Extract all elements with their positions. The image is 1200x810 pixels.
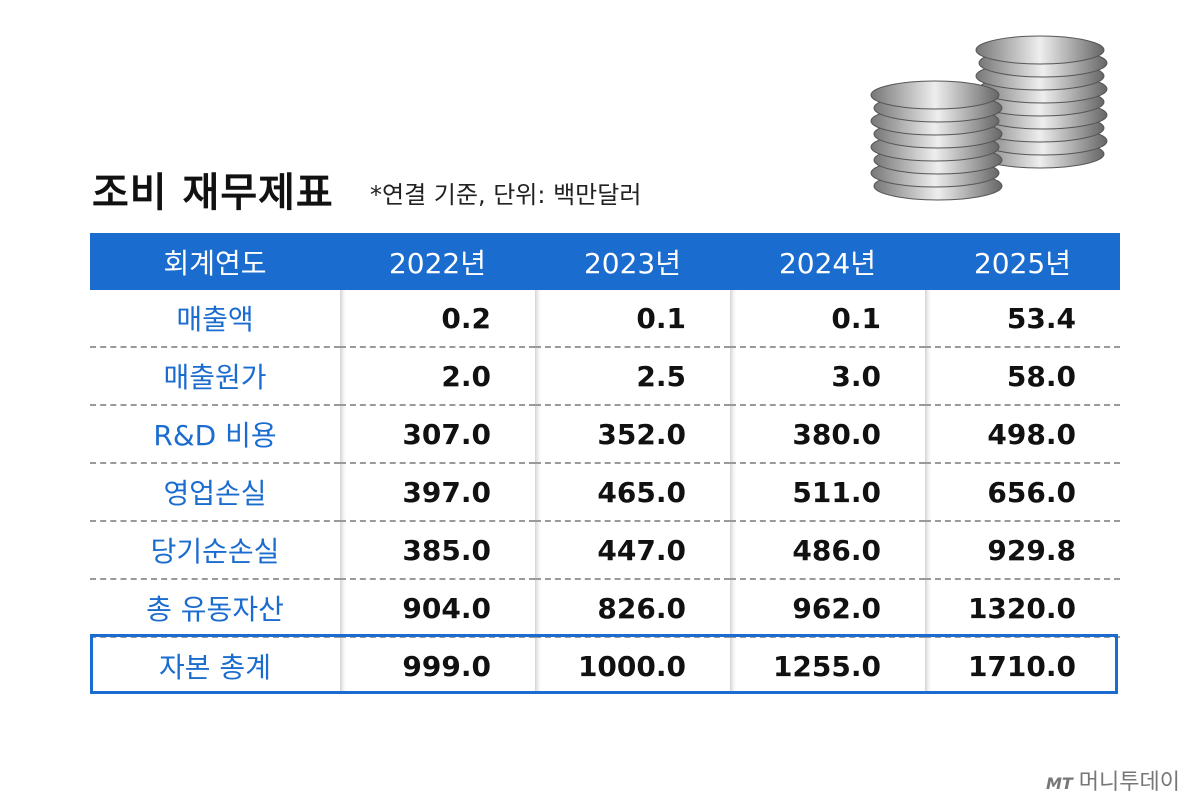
cell-value: 53.4 (925, 290, 1120, 348)
row-label: 매출액 (90, 290, 340, 348)
cell-value: 3.0 (730, 347, 925, 406)
cell-value: 0.1 (535, 290, 730, 348)
table-row: 총 유동자산 904.0 826.0 962.0 1320.0 (90, 579, 1120, 638)
cell-value: 498.0 (925, 405, 1120, 464)
cell-value: 2.0 (340, 347, 535, 406)
cell-value: 1255.0 (730, 637, 925, 694)
column-header: 2024년 (730, 233, 925, 290)
cell-value: 511.0 (730, 463, 925, 522)
row-label: 당기순손실 (90, 521, 340, 580)
cell-value: 352.0 (535, 405, 730, 464)
cell-value: 1000.0 (535, 637, 730, 694)
cell-value: 929.8 (925, 521, 1120, 580)
column-header: 2025년 (925, 233, 1120, 290)
cell-value: 397.0 (340, 463, 535, 522)
row-label: 영업손실 (90, 463, 340, 522)
cell-value: 904.0 (340, 579, 535, 638)
cell-value: 2.5 (535, 347, 730, 406)
note: *연결 기준, 단위: 백만달러 (370, 181, 642, 209)
cell-value: 1320.0 (925, 579, 1120, 638)
table-row: R&D 비용 307.0 352.0 380.0 498.0 (90, 405, 1120, 464)
financial-table: 회계연도 2022년 2023년 2024년 2025년 매출액 0.2 0.1 0.1 53.4… (90, 233, 1120, 694)
cell-value: 826.0 (535, 579, 730, 638)
table-row: 영업손실 397.0 465.0 511.0 656.0 (90, 463, 1120, 522)
table-row: 매출액 0.2 0.1 0.1 53.4 (90, 290, 1120, 348)
row-label: 자본 총계 (159, 651, 271, 684)
column-header: 2022년 (340, 233, 535, 290)
cell-value: 385.0 (340, 521, 535, 580)
column-header: 회계연도 (90, 233, 340, 290)
row-label: 총 유동자산 (90, 579, 340, 638)
cell-value: 962.0 (730, 579, 925, 638)
title: 조비 재무제표 (92, 170, 334, 216)
row-label: 매출원가 (90, 347, 340, 406)
cell-value: 465.0 (535, 463, 730, 522)
column-header: 2023년 (535, 233, 730, 290)
coins-illustration (870, 35, 1108, 201)
logo: MT 머니투데이 (1046, 764, 1180, 796)
cell-value: 447.0 (535, 521, 730, 580)
cell-value: 0.2 (340, 290, 535, 348)
cell-value: 58.0 (925, 347, 1120, 406)
table-row: 자본 총계 999.0 1000.0 1255.0 1710.0 (90, 637, 1120, 694)
coin (975, 35, 1105, 65)
cell-value: 380.0 (730, 405, 925, 464)
table-row: 당기순손실 385.0 447.0 486.0 929.8 (90, 521, 1120, 580)
table-row: 매출원가 2.0 2.5 3.0 58.0 (90, 347, 1120, 406)
cell-value: 999.0 (340, 637, 535, 694)
logo-mark: MT (1045, 774, 1073, 793)
row-label: R&D 비용 (90, 405, 340, 464)
coin (870, 80, 1000, 110)
cell-value: 1710.0 (925, 637, 1120, 694)
cell-value: 486.0 (730, 521, 925, 580)
cell-value: 0.1 (730, 290, 925, 348)
cell-value: 307.0 (340, 405, 535, 464)
logo-text: 머니투데이 (1078, 770, 1180, 795)
cell-value: 656.0 (925, 463, 1120, 522)
